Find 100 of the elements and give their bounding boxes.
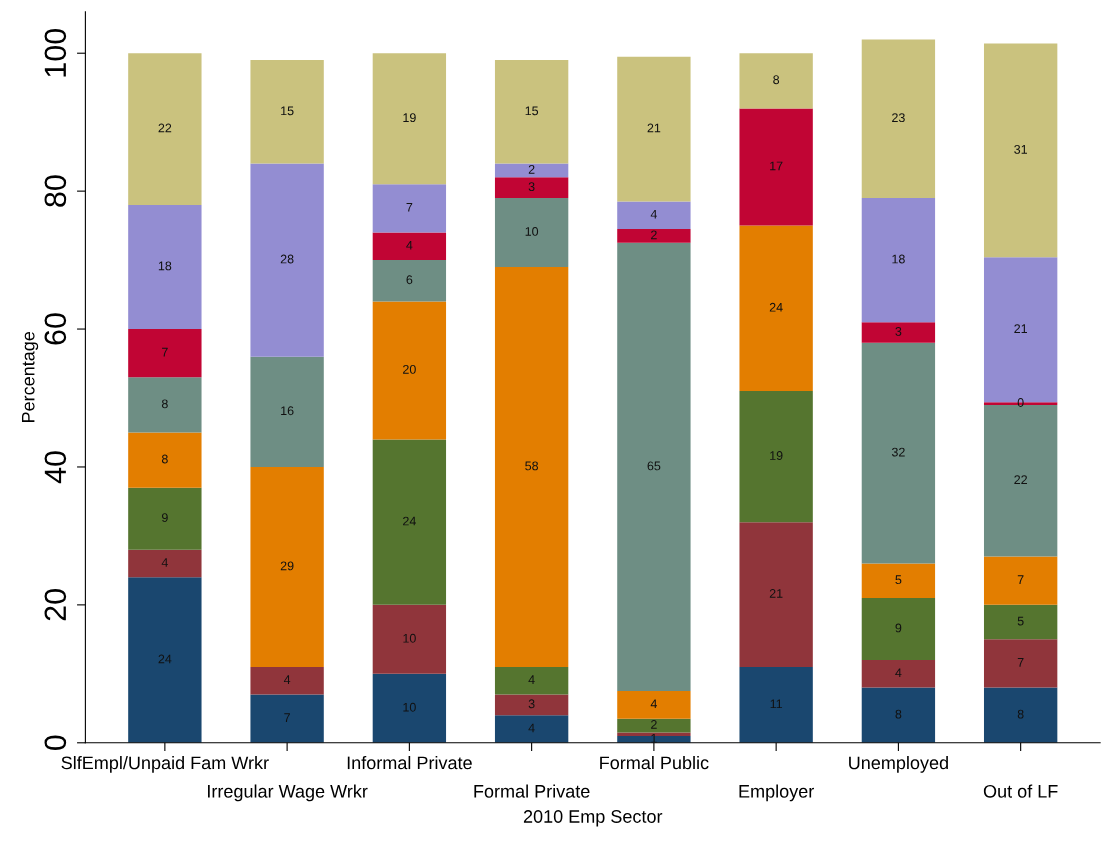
data-label: 21 (769, 589, 783, 598)
data-label: 4 (650, 209, 657, 219)
data-label: 22 (1014, 475, 1027, 484)
bar (494, 666, 569, 695)
bar (617, 242, 691, 692)
bar (983, 556, 1058, 605)
data-label: 4 (650, 699, 657, 709)
x-tick-label: Employer (739, 784, 814, 802)
data-label: 31 (1014, 144, 1027, 154)
data-label: 19 (403, 113, 416, 123)
data-label: 15 (525, 106, 539, 116)
bar (861, 563, 936, 598)
bar (983, 43, 1058, 258)
y-tick-label: 20 (44, 589, 67, 621)
data-label: 9 (161, 513, 168, 523)
bar (372, 260, 447, 302)
bar (494, 715, 569, 743)
data-label: 11 (770, 699, 783, 709)
data-label: 10 (403, 633, 416, 643)
bar (128, 577, 202, 743)
bar (617, 732, 691, 736)
bar (372, 232, 447, 261)
bar (861, 342, 936, 564)
data-label: 17 (770, 161, 783, 171)
data-label: 24 (403, 516, 416, 526)
data-label: 18 (158, 261, 172, 271)
bar (372, 53, 447, 185)
bar (128, 377, 202, 433)
data-label: 18 (892, 254, 905, 264)
bar (128, 432, 202, 488)
data-label: 29 (280, 561, 294, 571)
bar (739, 522, 813, 667)
data-label: 23 (892, 113, 905, 123)
data-label: 7 (162, 347, 168, 357)
data-label: 28 (280, 254, 294, 264)
data-label: 2 (651, 230, 657, 240)
bar (494, 177, 569, 199)
bar (983, 687, 1058, 743)
bar (250, 666, 324, 695)
data-label: 4 (895, 668, 902, 678)
bar (739, 53, 813, 109)
data-label: 8 (1017, 709, 1024, 719)
bar (128, 549, 202, 578)
data-label: 32 (891, 447, 905, 457)
bar (250, 60, 324, 164)
data-label: 4 (406, 240, 413, 250)
bar (861, 198, 936, 323)
data-label: 8 (773, 75, 780, 85)
bar (861, 322, 936, 343)
data-label: 20 (403, 364, 416, 374)
y-tick-label: 80 (44, 175, 67, 207)
data-label: 8 (895, 709, 902, 719)
bar (617, 229, 691, 243)
data-label: 16 (281, 406, 294, 416)
data-label: 65 (647, 461, 661, 471)
data-label: 6 (406, 275, 413, 285)
bar (128, 204, 202, 330)
data-label: 3 (895, 327, 902, 336)
data-label: 5 (1017, 616, 1024, 626)
bar (861, 660, 936, 688)
bar (372, 673, 447, 743)
bar (250, 163, 324, 357)
x-tick-label: Unemployed (849, 755, 948, 773)
x-tick-label: Formal Public (600, 755, 709, 770)
bar (494, 198, 569, 267)
data-label: 22 (158, 123, 172, 133)
data-label: 24 (769, 302, 783, 312)
data-label: 15 (281, 106, 294, 116)
bar (739, 666, 813, 743)
data-label: 1 (651, 733, 657, 743)
bar (128, 53, 202, 205)
data-label: 7 (406, 203, 413, 212)
data-label: 4 (161, 558, 168, 567)
y-axis-title: Percentage (21, 331, 39, 423)
bar (494, 266, 569, 667)
data-label: 5 (895, 575, 902, 585)
bar (494, 163, 569, 178)
bar (617, 201, 691, 230)
data-label: 8 (161, 454, 168, 464)
bar (617, 718, 691, 733)
bar (494, 694, 569, 716)
x-tick-label: SlfEmpl/Unpaid Fam Wrkr (61, 755, 269, 773)
data-label: 19 (770, 451, 783, 460)
bar (250, 466, 324, 667)
x-tick-label: Informal Private (347, 755, 472, 770)
bar (372, 439, 447, 605)
data-label: 7 (1017, 658, 1024, 667)
bar (861, 39, 936, 199)
data-label: 2 (528, 164, 535, 174)
bar (372, 184, 447, 233)
data-label: 21 (647, 123, 661, 133)
data-label: 8 (161, 399, 168, 409)
bar (128, 487, 202, 550)
bar (617, 56, 691, 202)
bar (983, 604, 1058, 640)
data-label: 0 (1017, 398, 1024, 407)
bar (983, 639, 1058, 688)
x-tick-label: Out of LF (983, 784, 1058, 798)
bar (861, 597, 936, 661)
y-tick-label: 100 (44, 28, 67, 77)
